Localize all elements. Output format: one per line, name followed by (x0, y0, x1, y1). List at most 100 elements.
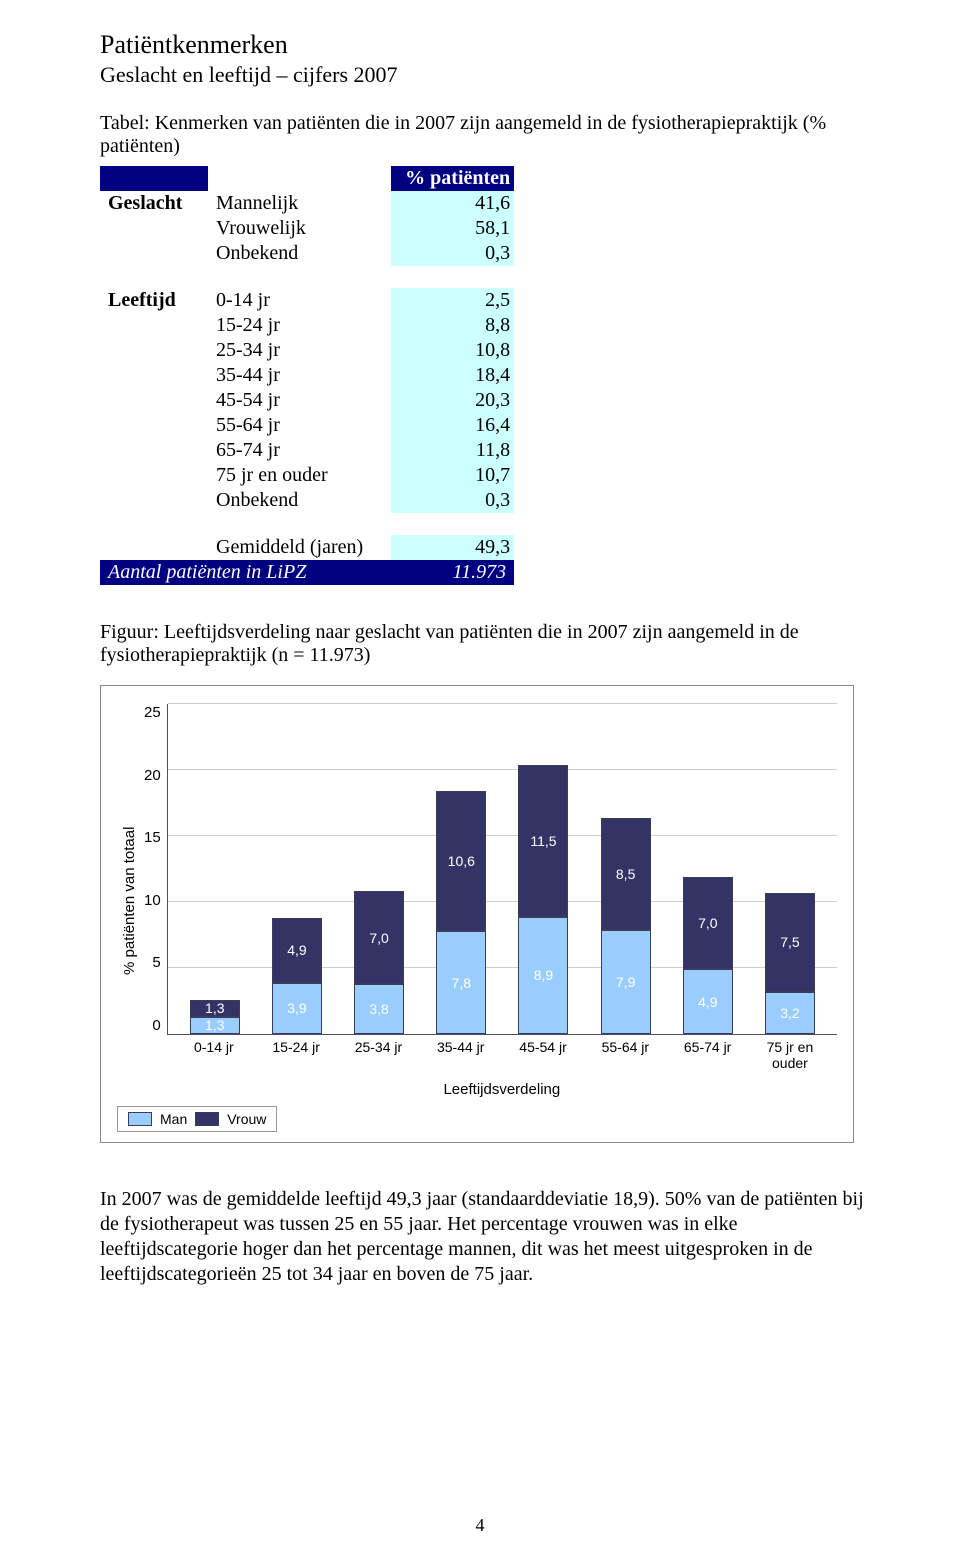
page: Patiëntkenmerken Geslacht en leeftijd – … (0, 0, 960, 1556)
row-value: 2,5 (391, 288, 514, 313)
row-value: 10,7 (391, 463, 514, 488)
footer-value: 11.973 (391, 560, 514, 585)
legend-swatch-man (128, 1112, 152, 1126)
y-axis-ticks: 25 20 15 10 5 0 (138, 704, 167, 1034)
bar-group: 4,93,9 (256, 918, 338, 1034)
row-label: 25-34 jr (208, 338, 391, 363)
mean-value: 49,3 (391, 535, 514, 560)
bar-segment-vrouw: 8,5 (601, 818, 651, 930)
mean-label: Gemiddeld (jaren) (208, 535, 391, 560)
bar: 7,03,8 (354, 891, 404, 1034)
bar: 11,58,9 (518, 765, 568, 1034)
row-label: Onbekend (208, 488, 391, 513)
bar-segment-man: 7,8 (436, 931, 486, 1034)
figure-caption: Figuur: Leeftijdsverdeling naar geslacht… (100, 621, 880, 667)
bar: 8,57,9 (601, 818, 651, 1034)
bar-group: 7,04,9 (667, 877, 749, 1034)
bar-segment-man: 3,8 (354, 984, 404, 1034)
x-tick: 65-74 jr (666, 1039, 748, 1071)
row-label: 15-24 jr (208, 313, 391, 338)
row-label: 55-64 jr (208, 413, 391, 438)
bar: 4,93,9 (272, 918, 322, 1034)
legend-swatch-vrouw (195, 1112, 219, 1126)
page-number: 4 (0, 1515, 960, 1536)
gridline (168, 703, 837, 704)
y-tick: 25 (144, 704, 161, 721)
row-value: 20,3 (391, 388, 514, 413)
chart: % patiënten van totaal 2520151050 1,31,3… (100, 685, 854, 1143)
x-tick: 75 jr en ouder (749, 1039, 831, 1071)
row-value: 11,8 (391, 438, 514, 463)
bar-group: 11,58,9 (502, 765, 584, 1034)
table-row: Leeftijd 0-14 jr 2,5 (100, 288, 514, 313)
page-title: Patiëntkenmerken (100, 30, 880, 60)
y-tick: 0 (152, 1017, 160, 1034)
bar-segment-vrouw: 7,0 (354, 891, 404, 983)
bar-segment-man: 3,9 (272, 983, 322, 1034)
legend-label-vrouw: Vrouw (227, 1111, 266, 1127)
row-label: 65-74 jr (208, 438, 391, 463)
row-value: 0,3 (391, 241, 514, 266)
table-row: Geslacht Mannelijk 41,6 (100, 191, 514, 216)
bar-segment-man: 1,3 (190, 1017, 240, 1034)
bar-group: 7,03,8 (338, 891, 420, 1034)
row-value: 18,4 (391, 363, 514, 388)
table-header-value: % patiënten (391, 166, 514, 191)
x-axis-ticks: 0-14 jr15-24 jr25-34 jr35-44 jr45-54 jr5… (167, 1035, 837, 1071)
bar-group: 10,67,8 (420, 791, 502, 1034)
table-row: 55-64 jr 16,4 (100, 413, 514, 438)
legend-label-man: Man (160, 1111, 187, 1127)
bar-segment-vrouw: 4,9 (272, 918, 322, 983)
table-row: 45-54 jr 20,3 (100, 388, 514, 413)
table-row: 75 jr en ouder 10,7 (100, 463, 514, 488)
row-label: 45-54 jr (208, 388, 391, 413)
bar-group: 7,53,2 (749, 893, 831, 1034)
table-row: 15-24 jr 8,8 (100, 313, 514, 338)
bar: 1,31,3 (190, 1000, 240, 1034)
body-text: In 2007 was de gemiddelde leeftijd 49,3 … (100, 1187, 880, 1287)
row-value: 8,8 (391, 313, 514, 338)
bar-segment-man: 3,2 (765, 992, 815, 1034)
bar: 7,04,9 (683, 877, 733, 1034)
bar-segment-vrouw: 11,5 (518, 765, 568, 917)
table-row: 35-44 jr 18,4 (100, 363, 514, 388)
page-subtitle: Geslacht en leeftijd – cijfers 2007 (100, 62, 880, 88)
chart-legend: Man Vrouw (117, 1106, 277, 1132)
row-label: 35-44 jr (208, 363, 391, 388)
row-value: 58,1 (391, 216, 514, 241)
bar-segment-vrouw: 7,5 (765, 893, 815, 992)
table-header-row: % patiënten (100, 166, 514, 191)
bar-segment-man: 4,9 (683, 969, 733, 1034)
row-label: Vrouwelijk (208, 216, 391, 241)
footer-label: Aantal patiënten in LiPZ (100, 560, 391, 585)
bar: 10,67,8 (436, 791, 486, 1034)
bar-group: 8,57,9 (585, 818, 667, 1034)
group-label-geslacht: Geslacht (100, 191, 208, 216)
plot-area: 1,31,34,93,97,03,810,67,811,58,98,57,97,… (167, 704, 837, 1035)
row-value: 16,4 (391, 413, 514, 438)
table-row: Onbekend 0,3 (100, 241, 514, 266)
row-value: 10,8 (391, 338, 514, 363)
table-row: 65-74 jr 11,8 (100, 438, 514, 463)
y-tick: 5 (152, 954, 160, 971)
row-value: 41,6 (391, 191, 514, 216)
row-label: Mannelijk (208, 191, 391, 216)
y-tick: 15 (144, 829, 161, 846)
bar-segment-man: 8,9 (518, 917, 568, 1034)
x-tick: 0-14 jr (173, 1039, 255, 1071)
patient-table: % patiënten Geslacht Mannelijk 41,6 Vrou… (100, 166, 514, 585)
row-label: 0-14 jr (208, 288, 391, 313)
bar-segment-vrouw: 10,6 (436, 791, 486, 931)
y-tick: 10 (144, 892, 161, 909)
x-tick: 25-34 jr (337, 1039, 419, 1071)
bar: 7,53,2 (765, 893, 815, 1034)
table-row: Vrouwelijk 58,1 (100, 216, 514, 241)
bar-group: 1,31,3 (174, 1000, 256, 1034)
x-tick: 15-24 jr (255, 1039, 337, 1071)
x-tick: 35-44 jr (420, 1039, 502, 1071)
y-tick: 20 (144, 767, 161, 784)
group-label-leeftijd: Leeftijd (100, 288, 208, 313)
table-footer-row: Aantal patiënten in LiPZ 11.973 (100, 560, 514, 585)
x-tick: 45-54 jr (502, 1039, 584, 1071)
x-axis-title: Leeftijdsverdeling (167, 1081, 837, 1098)
